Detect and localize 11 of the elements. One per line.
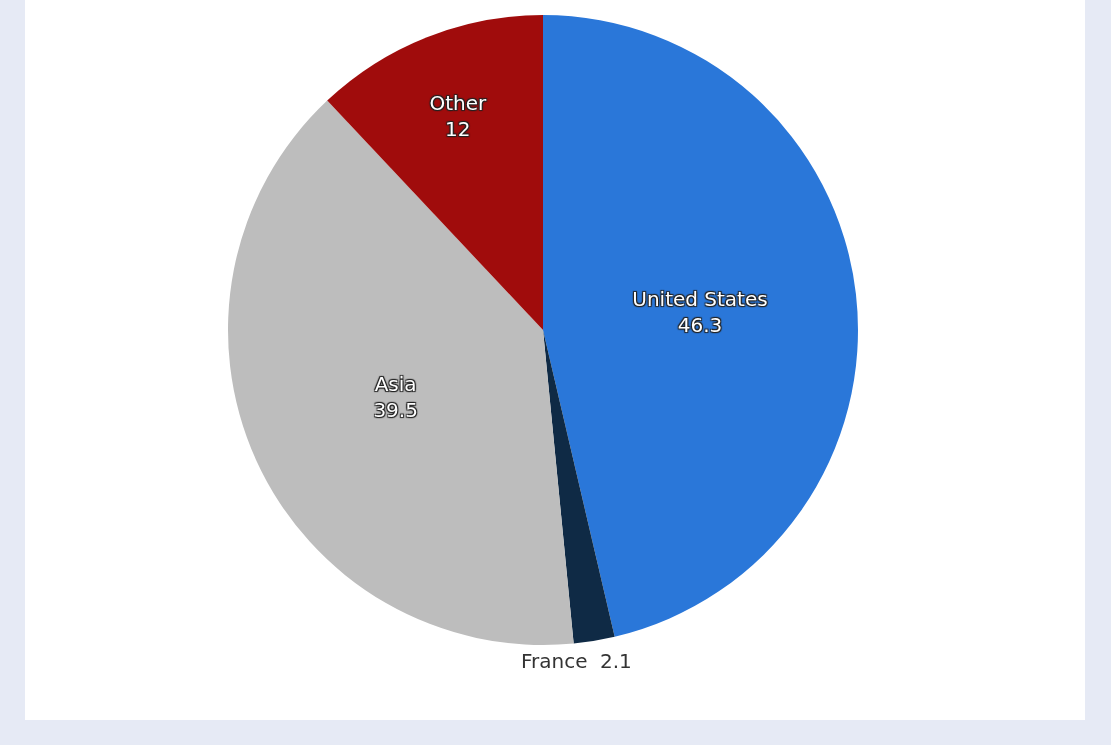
pie-slice xyxy=(543,15,858,637)
pie-slice xyxy=(327,15,543,330)
slice-label: France xyxy=(521,649,588,673)
slice-label: Asia xyxy=(374,371,417,396)
data-label: 2.1 xyxy=(600,649,632,673)
pie-slice xyxy=(543,330,615,644)
data-label: 12 xyxy=(445,117,471,142)
slice-label: United States xyxy=(632,286,768,311)
data-label: 46.3 xyxy=(677,312,723,337)
slice-label: Other xyxy=(429,91,487,116)
data-label: 39.5 xyxy=(373,397,418,422)
